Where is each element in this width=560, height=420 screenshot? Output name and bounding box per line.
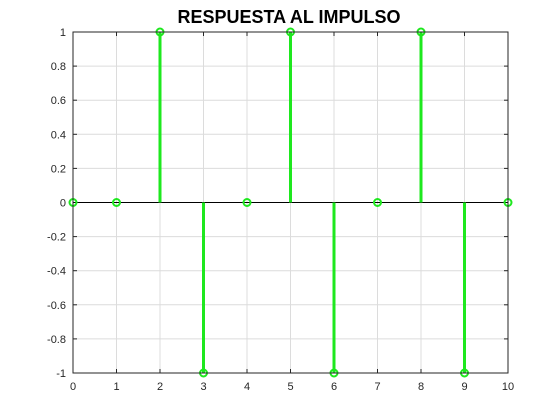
x-tick-label: 7 xyxy=(374,381,380,393)
y-tick-label: 0.4 xyxy=(51,129,66,141)
y-tick-label: -0.4 xyxy=(47,266,66,278)
y-tick-label: 0 xyxy=(60,198,66,210)
x-tick-label: 6 xyxy=(331,381,337,393)
x-tick-label: 9 xyxy=(461,381,467,393)
y-tick-label: 0.8 xyxy=(51,61,66,73)
y-tick-label: 0.6 xyxy=(51,95,66,107)
x-tick-label: 8 xyxy=(418,381,424,393)
x-tick-label: 10 xyxy=(502,381,514,393)
y-tick-label: 1 xyxy=(60,27,66,39)
y-tick-label: -0.6 xyxy=(47,300,66,312)
x-tick-label: 3 xyxy=(200,381,206,393)
x-tick-label: 5 xyxy=(287,381,293,393)
stem-series xyxy=(68,27,513,378)
stem-marker xyxy=(242,198,252,207)
stem-marker xyxy=(373,198,382,207)
x-tick-label: 4 xyxy=(244,381,250,393)
x-tick-label: 1 xyxy=(113,381,119,393)
y-tick-label: -0.8 xyxy=(47,334,66,346)
chart-title: RESPUESTA AL IMPULSO xyxy=(177,7,400,27)
x-tick-label: 0 xyxy=(70,381,76,393)
x-tick-label: 2 xyxy=(157,381,163,393)
axes-box xyxy=(72,31,509,374)
y-axis: 1 0.8 0.6 0.4 0.2 0 -0.2 -0.4 -0.6 -0.8 -1 xyxy=(47,27,508,380)
y-tick-label: -0.2 xyxy=(47,232,66,244)
stem-marker xyxy=(112,198,121,207)
y-tick-label: 0.2 xyxy=(51,163,66,175)
y-tick-label: -1 xyxy=(56,368,66,380)
